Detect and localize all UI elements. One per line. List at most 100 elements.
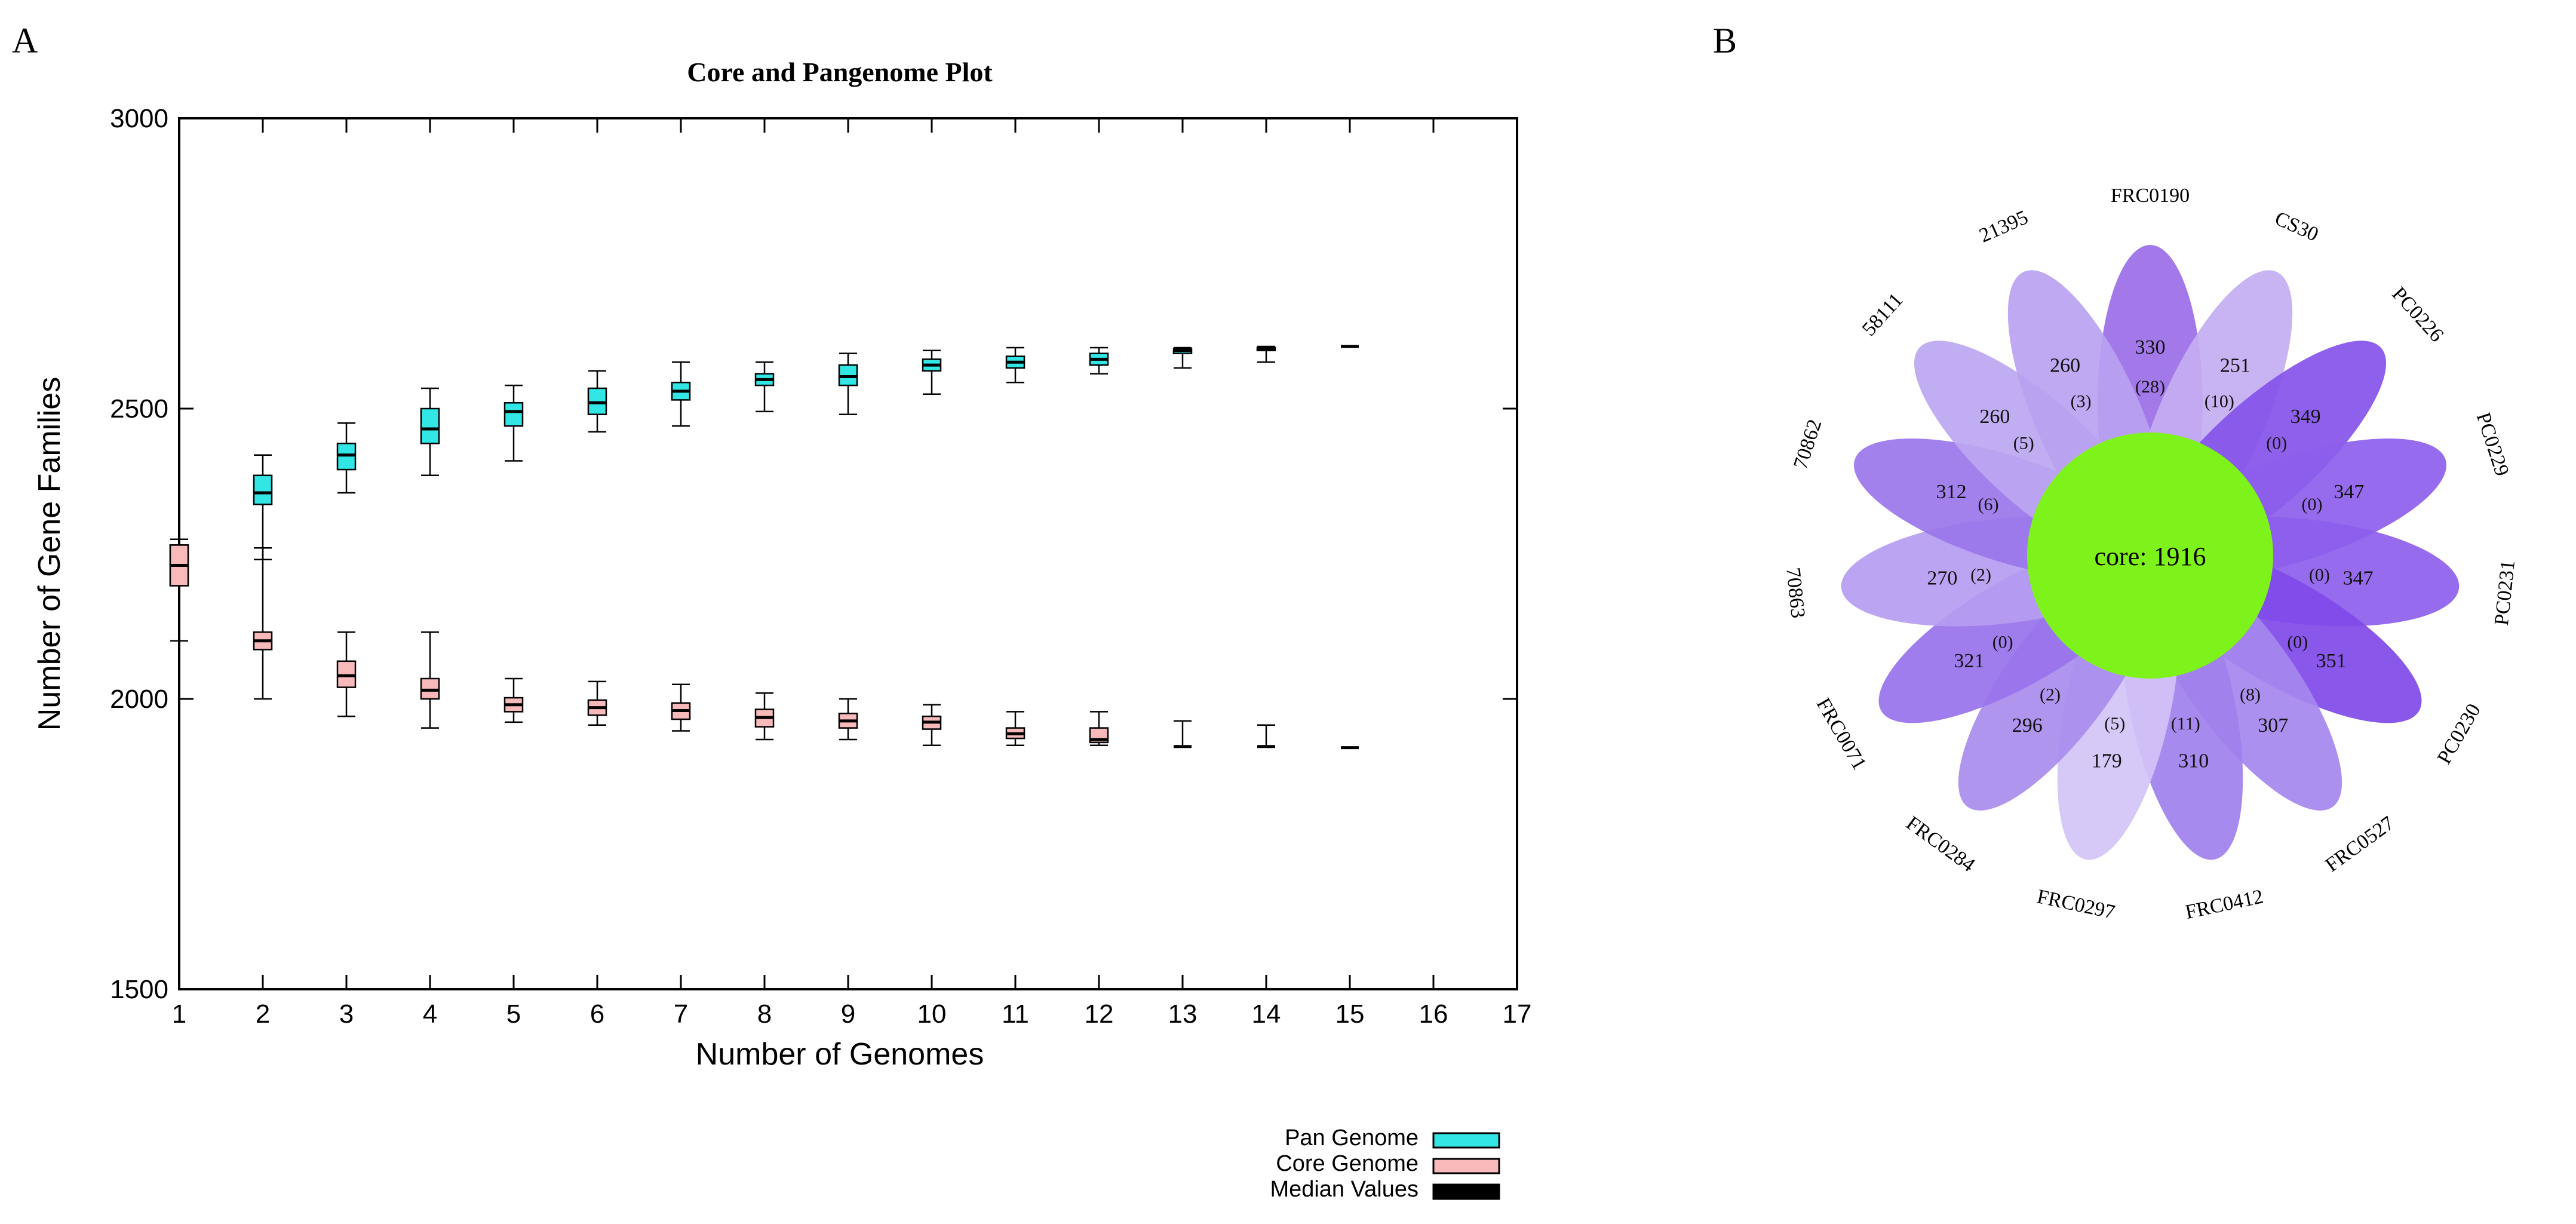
petal-unique-FRC0527: (8) — [2240, 685, 2261, 705]
core-box-7 — [671, 683, 691, 732]
y-tick-label: 2500 — [110, 394, 168, 424]
petal-count-FRC0284: 296 — [2012, 714, 2043, 737]
pan-box-body — [420, 407, 440, 444]
petal-count-CS30: 251 — [2220, 354, 2250, 376]
pan-box-body — [503, 402, 524, 427]
x-tick-label: 15 — [1335, 999, 1365, 1029]
petal-count-FRC0190: 330 — [2135, 336, 2166, 358]
core-box-13 — [1174, 720, 1192, 748]
pan-box-13 — [1172, 346, 1193, 369]
genome-label-PC0229: PC0229 — [2472, 410, 2513, 479]
genome-label-70863: 70863 — [1782, 566, 1809, 619]
pan-box-4 — [420, 387, 440, 477]
y-axis-label: Number of Gene Families — [32, 377, 67, 731]
petal-unique-21395: (3) — [2071, 392, 2092, 412]
x-tick-label: 10 — [917, 999, 947, 1029]
genome-label-PC0231: PC0231 — [2491, 559, 2519, 627]
pan-box-14 — [1256, 345, 1276, 363]
x-tick-label: 7 — [674, 999, 688, 1029]
core-box-9 — [838, 698, 858, 741]
legend-label-pan: Pan Genome — [1285, 1125, 1419, 1151]
core-box-4 — [420, 631, 440, 729]
x-axis-label: Number of Genomes — [696, 1037, 984, 1072]
x-tick-label: 13 — [1168, 999, 1198, 1029]
petal-unique-FRC0412: (11) — [2171, 714, 2200, 734]
pan-box-body — [253, 474, 273, 505]
legend-label-core: Core Genome — [1276, 1151, 1419, 1176]
petal-count-FRC0412: 310 — [2178, 750, 2209, 772]
petal-count-FRC0071: 321 — [1954, 650, 1984, 672]
core-pan-boxplot: Core and Pangenome Plot 1500 2000 2500 3000… — [32, 57, 1531, 1202]
x-tick-label: 8 — [757, 999, 772, 1029]
genome-label-FRC0297: FRC0297 — [2035, 885, 2117, 924]
petal-count-PC0230: 351 — [2316, 650, 2347, 672]
pan-box-8 — [754, 361, 775, 413]
x-tick-label: 11 — [1002, 999, 1029, 1029]
legend-swatch-core — [1432, 1158, 1500, 1174]
boxes-layer — [169, 345, 1359, 750]
y-tick-label: 2000 — [110, 685, 168, 714]
legend: Pan Genome Core Genome Median Values — [1270, 1125, 1500, 1202]
pan-box-6 — [587, 370, 607, 433]
chart-title: Core and Pangenome Plot — [687, 57, 993, 87]
petal-unique-CS30: (10) — [2205, 392, 2234, 412]
core-box-6 — [587, 680, 607, 726]
genome-label-70862: 70862 — [1789, 417, 1826, 472]
petal-unique-FRC0071: (0) — [1992, 633, 2013, 652]
core-label: core: 1916 — [2095, 542, 2206, 571]
core-box-1 — [169, 538, 189, 642]
genome-label-CS30: CS30 — [2271, 207, 2322, 246]
x-tick-label: 14 — [1252, 999, 1281, 1029]
pan-box-12 — [1089, 346, 1109, 375]
x-tick-label: 17 — [1503, 999, 1532, 1029]
genome-label-FRC0071: FRC0071 — [1812, 694, 1871, 774]
core-box-10 — [922, 704, 942, 747]
genome-label-21395: 21395 — [1976, 206, 2032, 247]
petal-count-70863: 270 — [1927, 567, 1957, 590]
panel-b-label: B — [1713, 21, 1737, 60]
genome-label-PC0230: PC0230 — [2433, 700, 2485, 768]
core-box-12 — [1089, 711, 1109, 747]
x-tick-label: 3 — [339, 999, 354, 1029]
core-box-2 — [253, 547, 273, 700]
legend-swatch-median — [1432, 1183, 1500, 1200]
x-tick-label: 16 — [1419, 999, 1448, 1029]
x-axis: 1 2 3 4 5 6 7 8 9 10 11 12 13 14 15 16 17 — [172, 118, 1532, 1029]
x-tick-label: 4 — [423, 999, 437, 1029]
x-tick-label: 6 — [590, 999, 604, 1029]
petal-count-FRC0297: 179 — [2092, 750, 2122, 772]
x-tick-label: 2 — [256, 999, 270, 1029]
petal-count-PC0226: 349 — [2291, 406, 2321, 428]
petal-unique-FRC0297: (5) — [2104, 714, 2125, 734]
x-tick-label: 12 — [1085, 999, 1114, 1029]
petal-unique-PC0229: (0) — [2302, 495, 2323, 514]
petal-unique-70862: (6) — [1978, 495, 1998, 514]
plot-frame — [178, 117, 1518, 990]
y-tick-label: 3000 — [110, 104, 168, 133]
legend-label-median: Median Values — [1270, 1177, 1419, 1202]
legend-swatch-pan — [1432, 1132, 1500, 1149]
petal-unique-FRC0284: (2) — [2040, 685, 2061, 705]
pan-box-2 — [253, 454, 273, 560]
pan-box-10 — [922, 349, 942, 395]
flower-plot: 330(28)FRC0190251(10)CS30349(0)PC0226347… — [1782, 185, 2519, 924]
genome-label-FRC0190: FRC0190 — [2111, 185, 2190, 207]
petal-unique-70863: (2) — [1970, 565, 1991, 585]
genome-label-FRC0527: FRC0527 — [2322, 812, 2399, 876]
pan-box-3 — [336, 422, 357, 494]
panel-a-label: A — [12, 21, 38, 60]
petal-unique-PC0226: (0) — [2266, 433, 2287, 453]
petal-unique-PC0231: (0) — [2309, 565, 2330, 585]
petal-count-FRC0527: 307 — [2258, 714, 2288, 737]
y-axis: 1500 2000 2500 3000 — [110, 104, 1517, 1004]
petal-count-58111: 260 — [1979, 406, 2010, 428]
pan-box-7 — [671, 361, 691, 427]
core-box-14 — [1257, 724, 1275, 748]
genome-label-FRC0412: FRC0412 — [2184, 885, 2265, 924]
petal-count-PC0229: 347 — [2334, 481, 2364, 503]
core-circle — [2027, 432, 2273, 679]
petal-unique-FRC0190: (28) — [2135, 377, 2165, 397]
x-tick-label: 5 — [506, 999, 521, 1029]
